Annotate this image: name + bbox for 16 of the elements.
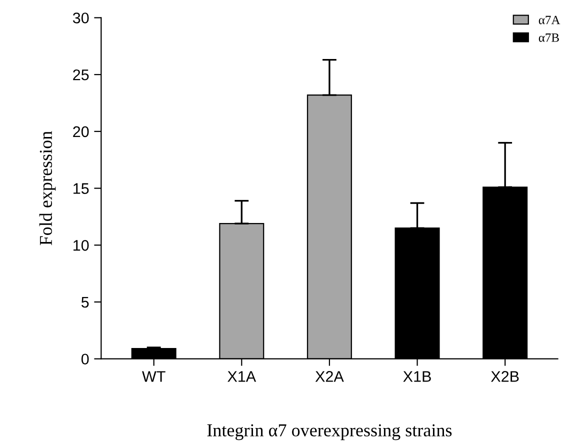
y-tick-label: 15	[74, 183, 89, 194]
y-tick-label: 20	[73, 126, 89, 138]
x-axis-title: Integrin α7 overexpressing strains	[207, 424, 452, 440]
x-tick-label: X1A	[228, 371, 256, 382]
x-tick-label: X1B	[403, 371, 431, 382]
x-tick-label: X2B	[490, 371, 519, 382]
y-tick-label: 30	[72, 12, 89, 24]
y-tick-label: 25	[73, 69, 89, 80]
x-tick-label: WT	[142, 371, 166, 382]
y-tick-label: 5	[81, 297, 89, 308]
y-tick-label: 10	[74, 240, 89, 251]
y-tick-label: 0	[81, 354, 89, 365]
legend-label: α7B	[538, 34, 559, 42]
y-axis-title: Fold expression	[39, 131, 56, 246]
legend-label: α7A	[538, 16, 560, 24]
x-tick-label: X2A	[315, 371, 344, 382]
